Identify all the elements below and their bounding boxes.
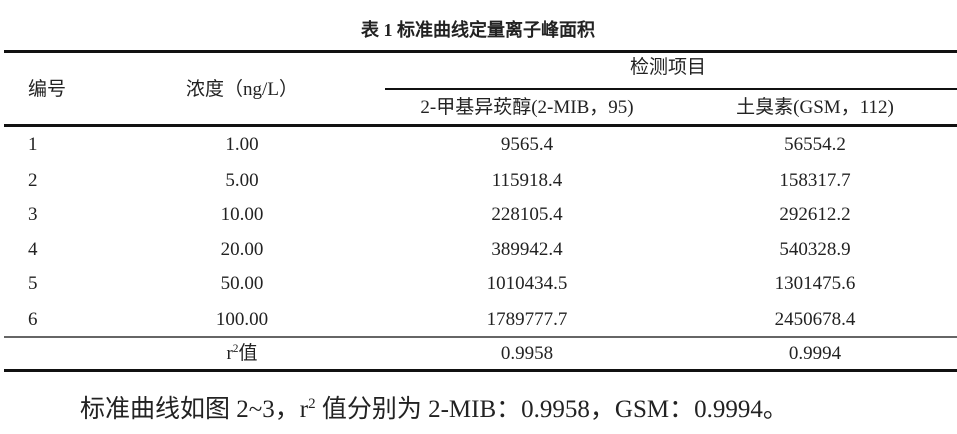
cell-id: 1 <box>28 134 38 155</box>
header-bottom-rule <box>4 124 957 127</box>
cell-concentration: 50.00 <box>220 273 264 294</box>
r2-label-r: r <box>226 343 233 364</box>
r2-gsm: 0.9994 <box>788 343 842 364</box>
cell-mib: 115918.4 <box>491 170 563 191</box>
r2-label-rest: 值 <box>238 343 258 364</box>
r2-separator-rule <box>4 336 957 338</box>
table-caption: 表 1 标准曲线定量离子峰面积 <box>361 20 595 40</box>
cell-gsm: 158317.7 <box>779 170 851 191</box>
cell-concentration: 20.00 <box>220 239 264 260</box>
header-concentration: 浓度（ng/L） <box>186 79 298 100</box>
cell-gsm: 56554.2 <box>784 134 846 155</box>
header-gsm: 土臭素(GSM，112) <box>736 97 894 118</box>
cell-gsm: 1301475.6 <box>774 273 856 294</box>
cell-mib: 9565.4 <box>500 134 554 155</box>
cell-id: 4 <box>28 239 38 260</box>
table-top-rule <box>4 50 957 53</box>
header-mib: 2-甲基异莰醇(2-MIB，95) <box>420 97 634 118</box>
summary-text: 标准曲线如图 2~3，r2 值分别为 2-MIB：0.9958，GSM：0.99… <box>80 395 788 425</box>
cell-mib: 1789777.7 <box>486 309 568 330</box>
cell-id: 3 <box>28 204 38 225</box>
summary-sup: 2 <box>308 396 316 412</box>
cell-mib: 389942.4 <box>491 239 563 260</box>
cell-concentration: 100.00 <box>215 309 269 330</box>
cell-concentration: 1.00 <box>225 134 259 155</box>
cell-id: 2 <box>28 170 38 191</box>
cell-concentration: 5.00 <box>225 170 259 191</box>
cell-gsm: 2450678.4 <box>774 309 856 330</box>
header-id: 编号 <box>28 79 67 100</box>
cell-concentration: 10.00 <box>220 204 264 225</box>
cell-gsm: 292612.2 <box>779 204 851 225</box>
r2-label: r2值 <box>226 343 257 365</box>
summary-after: 值分别为 2-MIB：0.9958，GSM：0.9994。 <box>315 396 788 423</box>
cell-id: 6 <box>28 309 38 330</box>
r2-mib: 0.9958 <box>500 343 554 364</box>
table-bottom-rule <box>4 369 957 372</box>
cell-id: 5 <box>28 273 38 294</box>
header-group-rule <box>385 88 957 90</box>
r2-label-sup: 2 <box>232 343 239 356</box>
header-group: 检测项目 <box>629 57 707 78</box>
summary-before: 标准曲线如图 2~3，r <box>80 396 309 423</box>
cell-mib: 228105.4 <box>491 204 563 225</box>
cell-gsm: 540328.9 <box>779 239 851 260</box>
cell-mib: 1010434.5 <box>486 273 568 294</box>
